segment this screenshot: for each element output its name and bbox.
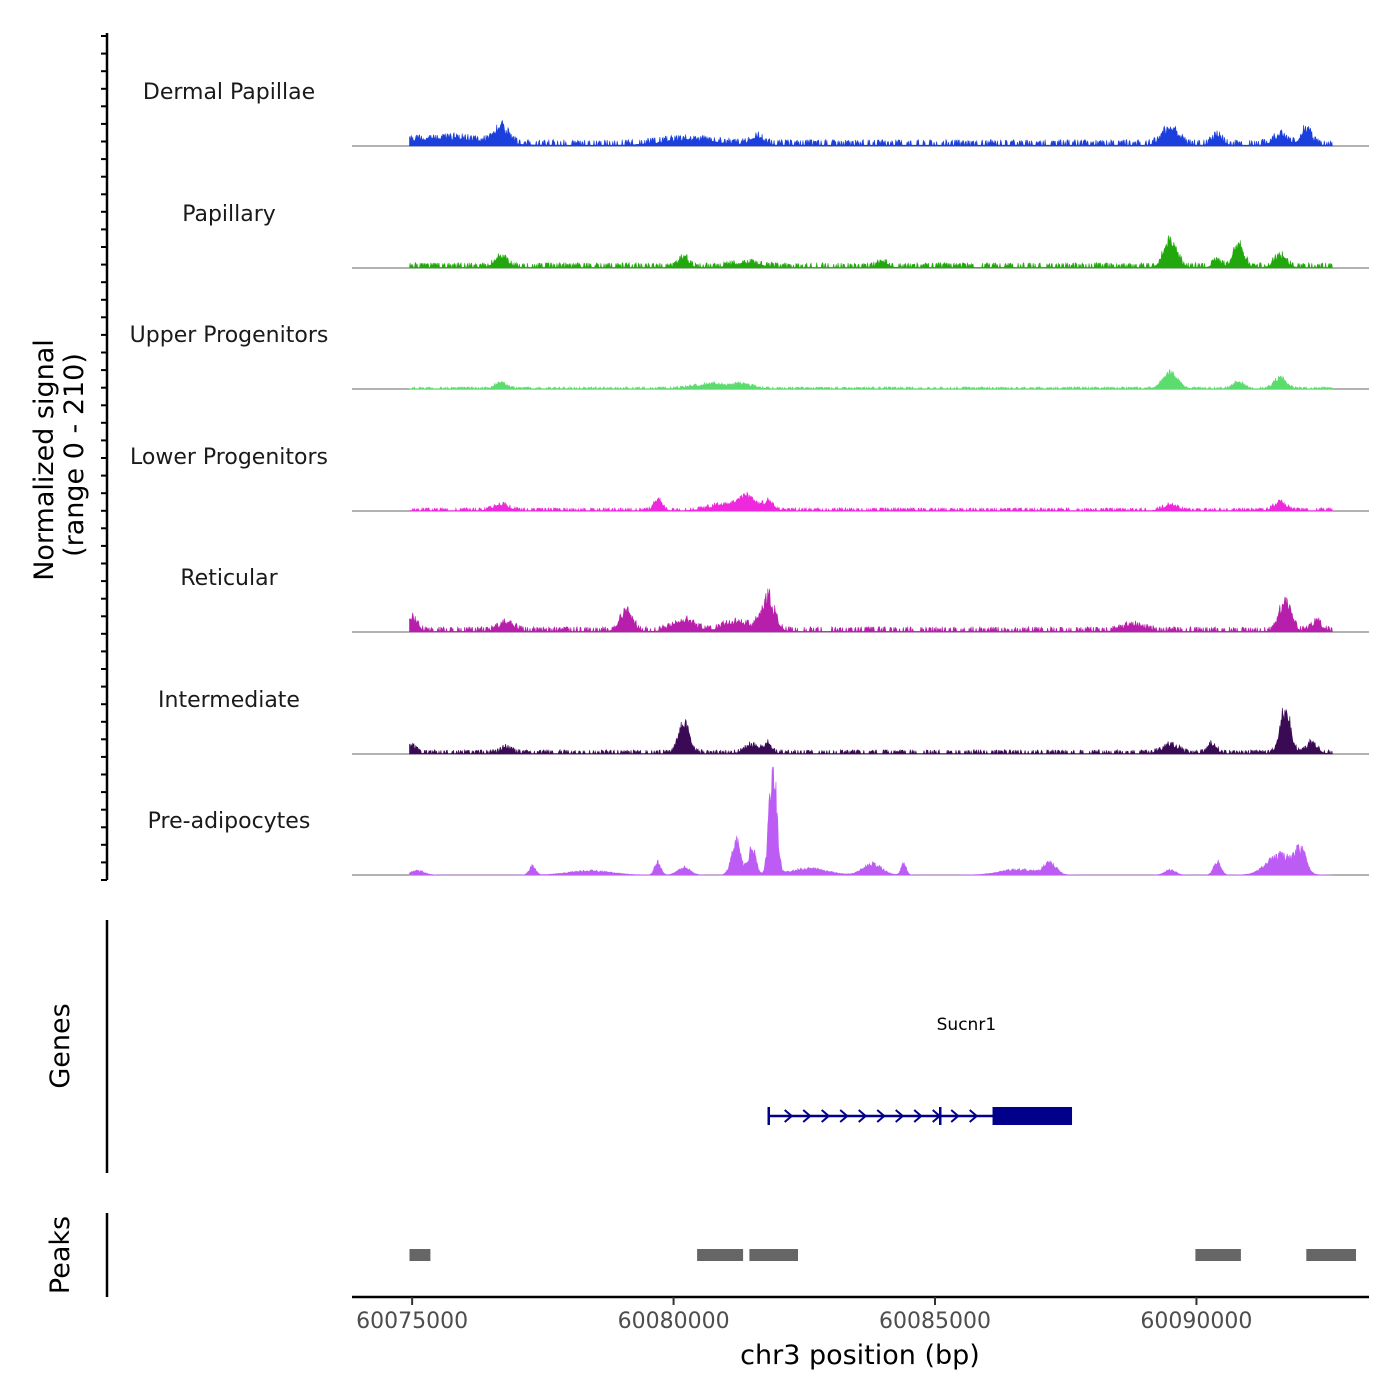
track-signal-area — [409, 368, 1333, 390]
peak-region — [697, 1249, 744, 1261]
strand-arrow — [876, 1109, 886, 1123]
strand-arrow — [913, 1109, 923, 1123]
strand-arrow — [858, 1109, 868, 1123]
y-axis-label-line2: (range 0 - 210) — [59, 353, 90, 557]
track-pre-adipocytes: Pre-adipocytes — [148, 766, 1369, 876]
coverage-tracks: Dermal Papillae Papillary Upper Progenitor… — [130, 80, 1369, 876]
strand-arrow — [821, 1109, 831, 1123]
track-label: Intermediate — [158, 688, 300, 713]
track-signal-area — [409, 707, 1333, 755]
track-label: Papillary — [182, 202, 276, 227]
track-intermediate: Intermediate — [158, 688, 1369, 755]
x-tick-label: 60090000 — [1140, 1309, 1252, 1334]
track-label: Upper Progenitors — [130, 323, 329, 348]
strand-arrow — [950, 1109, 960, 1123]
track-signal-area — [409, 235, 1333, 269]
gene-name-label: Sucnr1 — [937, 1015, 997, 1035]
genes-label: Genes — [45, 1003, 76, 1088]
track-label: Pre-adipocytes — [148, 809, 311, 834]
peak-region — [749, 1249, 798, 1261]
signal-y-axis — [101, 33, 109, 881]
track-reticular: Reticular — [180, 566, 1369, 633]
track-papillary: Papillary — [182, 202, 1369, 269]
peak-region — [409, 1249, 431, 1261]
track-upper-progenitors: Upper Progenitors — [130, 323, 1369, 390]
track-signal-area — [409, 588, 1333, 633]
x-axis-label: chr3 position (bp) — [740, 1340, 980, 1371]
strand-arrow — [802, 1109, 812, 1123]
strand-arrow — [969, 1109, 979, 1123]
x-axis: 60075000 60080000 60085000 60090000 chr3 po… — [352, 1295, 1369, 1371]
peaks-label: Peaks — [45, 1216, 76, 1294]
peak-region — [1195, 1249, 1241, 1261]
track-label: Dermal Papillae — [143, 80, 315, 105]
gene-exon — [992, 1107, 1073, 1125]
track-signal-area — [409, 491, 1333, 512]
track-label: Reticular — [180, 566, 278, 591]
genes-panel: Genes Sucnr1 — [45, 920, 1073, 1173]
track-label: Lower Progenitors — [130, 445, 328, 470]
x-tick-label: 60080000 — [618, 1309, 730, 1334]
gene-model-sucnr1 — [767, 1107, 1073, 1125]
strand-arrow — [784, 1109, 794, 1123]
strand-arrow — [895, 1109, 905, 1123]
x-tick-label: 60075000 — [356, 1309, 468, 1334]
x-ticks: 60075000 60080000 60085000 60090000 — [356, 1297, 1252, 1334]
peaks-panel: Peaks — [45, 1213, 1356, 1297]
track-lower-progenitors: Lower Progenitors — [130, 445, 1369, 512]
strand-arrow — [839, 1109, 849, 1123]
x-tick-label: 60085000 — [879, 1309, 991, 1334]
track-signal-area — [409, 766, 1333, 876]
peak-region — [1306, 1249, 1356, 1261]
peak-regions — [409, 1249, 1356, 1261]
y-axis-label-line1: Normalized signal — [29, 339, 60, 581]
track-dermal-papillae: Dermal Papillae — [143, 80, 1369, 147]
track-signal-area — [409, 119, 1333, 147]
